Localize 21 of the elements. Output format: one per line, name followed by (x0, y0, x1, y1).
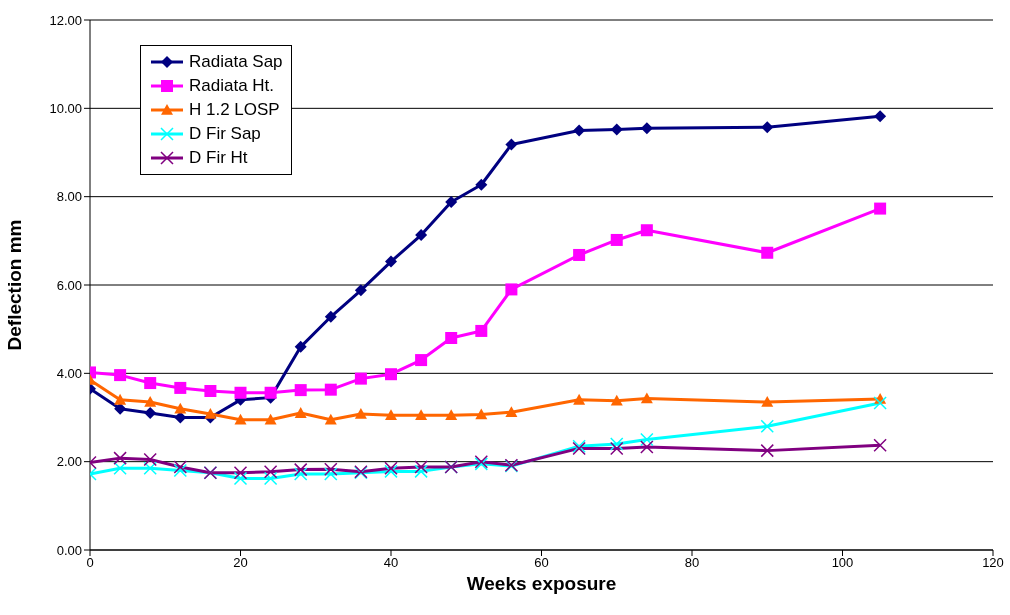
y-tick-label: 6.00 (56, 277, 82, 293)
y-tick-label: 4.00 (56, 365, 82, 381)
legend-label: D Fir Sap (189, 124, 261, 144)
x-tick-label: 100 (831, 555, 854, 571)
x-tick-label: 40 (383, 555, 399, 571)
y-tick-label: 2.00 (56, 454, 82, 470)
x-axis-title: Weeks exposure (466, 573, 617, 594)
x-tick-label: 60 (534, 555, 549, 571)
x-tick-label: 0 (86, 555, 94, 571)
y-tick-label: 8.00 (56, 189, 82, 205)
y-tick-label: 10.00 (49, 100, 82, 116)
legend-label: Radiata Sap (189, 52, 283, 72)
y-axis-title: Deflection mm (3, 219, 25, 351)
x-tick-label: 120 (982, 555, 1004, 571)
legend-label: H 1.2 LOSP (189, 100, 280, 120)
legend-label: Radiata Ht. (189, 76, 275, 96)
y-tick-label: 12.00 (49, 12, 82, 28)
x-tick-label: 80 (684, 555, 700, 571)
y-tick-label: 0.00 (56, 542, 82, 558)
legend-label: D Fir Ht (189, 148, 248, 168)
x-tick-label: 20 (233, 555, 248, 571)
